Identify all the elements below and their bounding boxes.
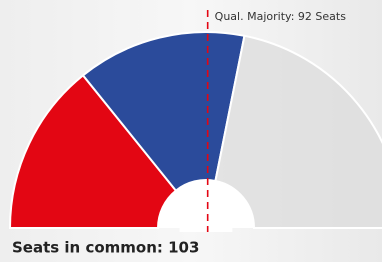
chart-title: Seats in common: 103 <box>12 239 199 257</box>
inner-circle-base <box>180 228 233 232</box>
majority-label: Qual. Majority: 92 Seats <box>215 10 347 23</box>
chart: Qual. Majority: 92 Seats Seats in common… <box>0 0 382 262</box>
